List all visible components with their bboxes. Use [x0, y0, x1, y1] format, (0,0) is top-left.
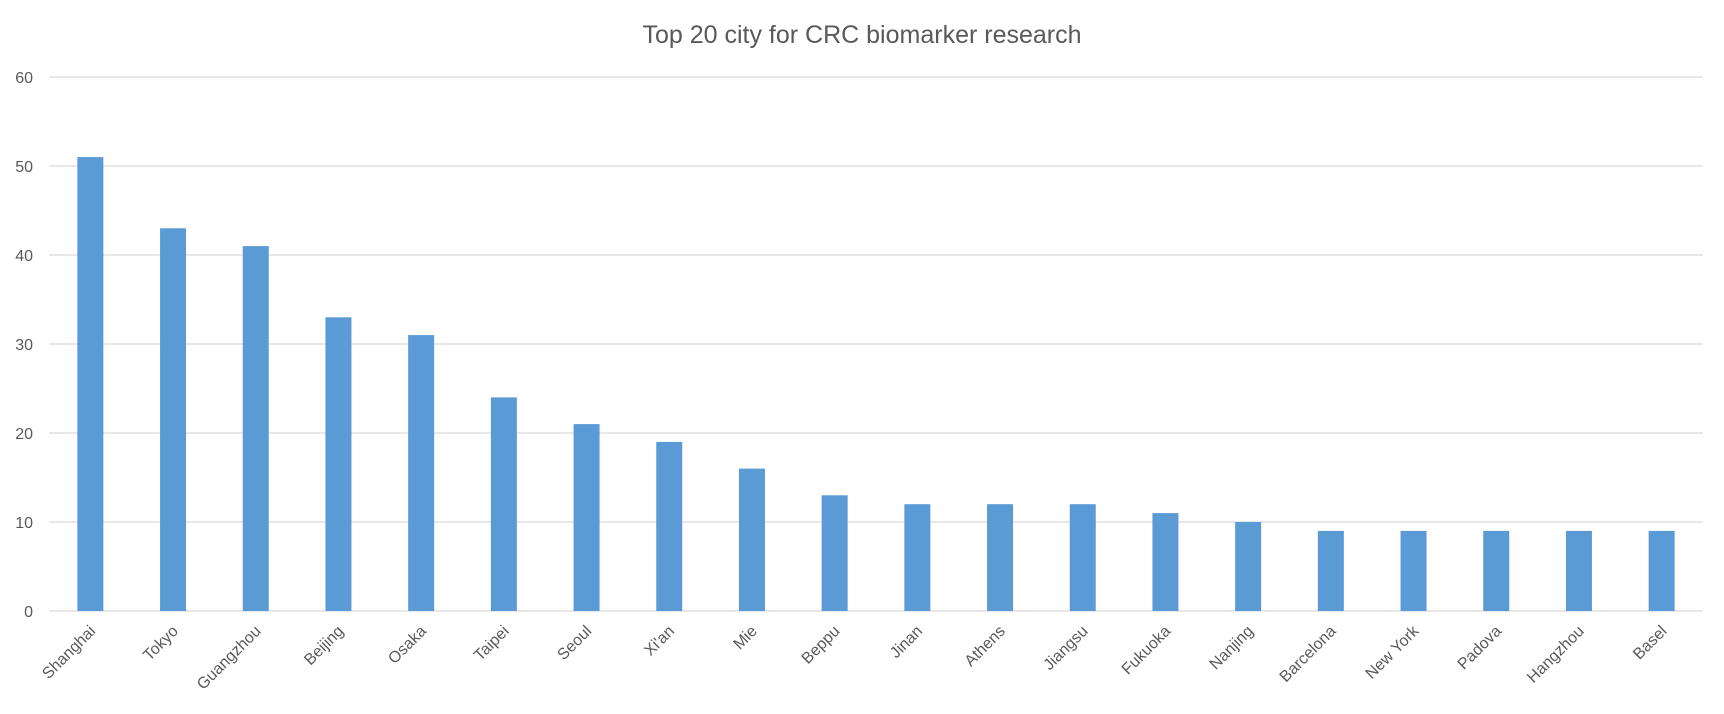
x-tick-label: Osaka [385, 623, 430, 668]
x-tick-label: Tokyo [140, 623, 182, 665]
x-tick-label: Mie [731, 623, 761, 653]
x-tick-label: Beijing [301, 623, 347, 669]
y-tick-label: 20 [15, 426, 33, 443]
x-tick-label: Athens [962, 623, 1009, 670]
bar-mie [738, 468, 765, 611]
x-tick-label: Shanghai [39, 623, 99, 683]
bar-xi-an [656, 441, 683, 611]
x-tick-label: Padova [1455, 623, 1505, 673]
x-tick-label: New York [1363, 622, 1424, 683]
y-tick-label: 60 [15, 70, 33, 87]
bar-taipei [490, 397, 517, 611]
x-tick-label: Barcelona [1277, 623, 1340, 686]
x-tick-label: Beppu [799, 623, 844, 668]
y-tick-label: 50 [15, 159, 33, 176]
bar-guangzhou [242, 246, 269, 611]
x-tick-label: Jinan [887, 623, 926, 662]
bar-basel [1648, 530, 1675, 611]
y-tick-label: 0 [24, 604, 33, 621]
chart-title: Top 20 city for CRC biomarker research [642, 21, 1081, 49]
bar-jiangsu [1069, 504, 1096, 611]
bar-barcelona [1317, 530, 1344, 611]
y-tick-label: 10 [15, 515, 33, 532]
bar-seoul [573, 424, 600, 611]
bar-jinan [904, 504, 931, 611]
x-tick-label: Hangzhou [1524, 623, 1588, 687]
bar-padova [1483, 530, 1510, 611]
y-axis-ticks: 0 10 20 30 40 50 60 [15, 70, 33, 621]
x-tick-label: Seoul [554, 623, 595, 664]
bar-hangzhou [1565, 530, 1592, 611]
x-tick-label: Taipei [471, 623, 513, 665]
x-tick-label: Xi'an [641, 623, 678, 660]
x-tick-label: Guangzhou [194, 623, 265, 694]
x-tick-label: Basel [1630, 623, 1670, 663]
bar-shanghai [77, 157, 104, 611]
bar-athens [987, 504, 1014, 611]
y-tick-label: 40 [15, 248, 33, 265]
bars [77, 157, 1675, 612]
bar-osaka [408, 335, 435, 611]
bar-fukuoka [1152, 513, 1179, 611]
x-tick-label: Nanjing [1207, 623, 1257, 673]
x-tick-label: Jiangsu [1041, 623, 1092, 674]
bar-tokyo [160, 228, 187, 612]
bar-nanjing [1235, 522, 1262, 611]
bar-new-york [1400, 530, 1427, 611]
gridlines [49, 76, 1703, 612]
x-axis-ticks: Shanghai Tokyo Guangzhou Beijing Osaka Taipei… [39, 622, 1670, 693]
bar-beppu [821, 495, 848, 611]
x-tick-label: Fukuoka [1119, 623, 1174, 678]
bar-beijing [325, 317, 352, 611]
y-tick-label: 30 [15, 337, 33, 354]
